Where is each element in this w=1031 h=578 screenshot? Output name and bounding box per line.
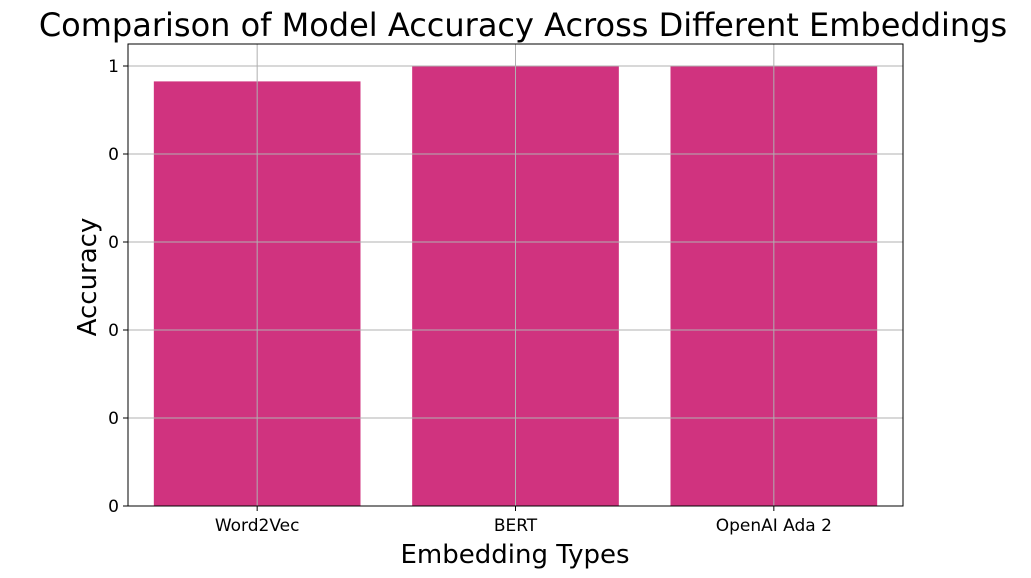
y-tick-label: 0	[108, 145, 119, 165]
x-axis-ticks: Word2Vec BERT OpenAI Ada 2	[215, 506, 832, 536]
chart-title: Comparison of Model Accuracy Across Diff…	[39, 6, 1007, 44]
y-tick-label: 0	[108, 409, 119, 429]
y-axis-title: Accuracy	[73, 218, 103, 337]
y-tick-label: 0	[108, 321, 119, 341]
y-tick-label: 1	[108, 57, 119, 77]
x-tick-label: BERT	[494, 516, 538, 536]
y-tick-label: 0	[108, 233, 119, 253]
x-axis-title: Embedding Types	[401, 540, 630, 570]
x-tick-label: OpenAI Ada 2	[716, 516, 832, 536]
x-tick-label: Word2Vec	[215, 516, 300, 536]
y-tick-label: 0	[108, 497, 119, 517]
y-axis-ticks: 0 0 0 0 0 1	[108, 57, 128, 517]
